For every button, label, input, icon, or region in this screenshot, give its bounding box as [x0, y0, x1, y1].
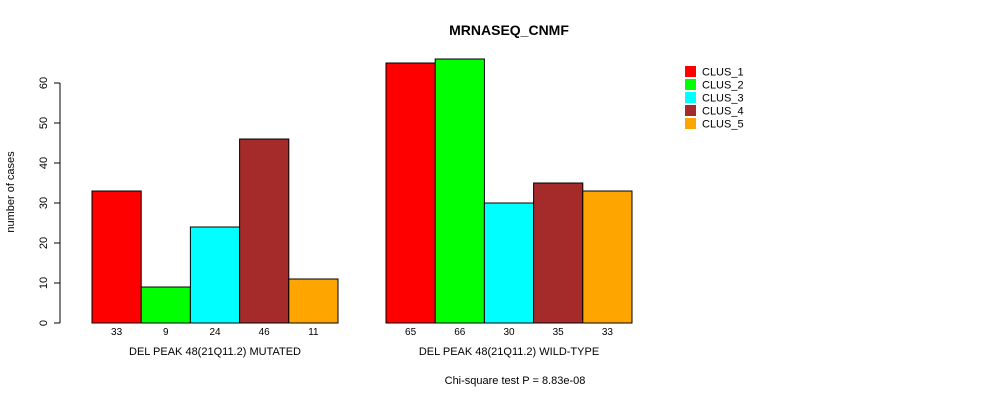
y-tick-label: 10: [38, 277, 50, 289]
chart-title: MRNASEQ_CNMF: [449, 22, 569, 38]
chi-square-footnote: Chi-square test P = 8.83e-08: [445, 375, 586, 387]
legend-swatch-clus-4: [685, 105, 696, 116]
y-tick-label: 40: [38, 157, 50, 169]
y-tick-label: 50: [38, 117, 50, 129]
legend-label-clus-4: CLUS_4: [702, 106, 744, 118]
legend-swatch-clus-5: [685, 118, 696, 129]
legend-swatch-clus-3: [685, 92, 696, 103]
group-labels: DEL PEAK 48(21Q11.2) MUTATED DEL PEAK 48(…: [129, 346, 599, 358]
bar-clus-1-group-2: [385, 62, 436, 324]
bar-value-label: 35: [553, 327, 565, 338]
legend-label-clus-3: CLUS_3: [702, 93, 744, 105]
legend-swatch-clus-2: [685, 79, 696, 90]
bar-clus-3-group-2: [483, 202, 535, 324]
bar-value-label: 33: [111, 327, 123, 338]
bar-value-label: 30: [503, 327, 515, 338]
bar-clus-3-group-1: [189, 226, 241, 324]
legend-swatch-clus-1: [685, 66, 696, 77]
group-label-2: DEL PEAK 48(21Q11.2) WILD-TYPE: [419, 346, 599, 358]
legend-label-clus-5: CLUS_5: [702, 119, 744, 131]
legend-label-clus-1: CLUS_1: [702, 67, 744, 79]
bar-clus-4-group-1: [239, 138, 290, 324]
bar-clus-5-group-2: [582, 190, 633, 324]
bar-clus-5-group-1: [288, 278, 339, 324]
y-tick-label: 0: [38, 320, 50, 326]
bar-value-label: 11: [308, 327, 319, 338]
value-labels: 33 9 24 46 11 65 66 30 35 33: [111, 327, 613, 338]
bars: [91, 58, 633, 324]
bar-value-label: 65: [405, 327, 417, 338]
bar-clus-2-group-2: [434, 58, 485, 324]
y-axis: 0 10 20 30 40 50 60: [38, 77, 61, 326]
bar-clus-2-group-1: [140, 286, 191, 324]
y-tick-label: 30: [38, 197, 50, 209]
bar-value-label: 24: [209, 327, 221, 338]
y-tick-label: 20: [38, 237, 50, 249]
bar-clus-1-group-1: [91, 190, 142, 324]
legend-label-clus-2: CLUS_2: [702, 80, 744, 92]
bar-value-label: 33: [602, 327, 614, 338]
bar-value-label: 9: [163, 327, 169, 338]
bar-value-label: 66: [454, 327, 466, 338]
bar-clus-4-group-2: [533, 182, 584, 324]
y-axis-label: number of cases: [5, 151, 17, 233]
bar-value-label: 46: [259, 327, 271, 338]
group-label-1: DEL PEAK 48(21Q11.2) MUTATED: [129, 346, 301, 358]
y-tick-label: 60: [38, 77, 50, 89]
